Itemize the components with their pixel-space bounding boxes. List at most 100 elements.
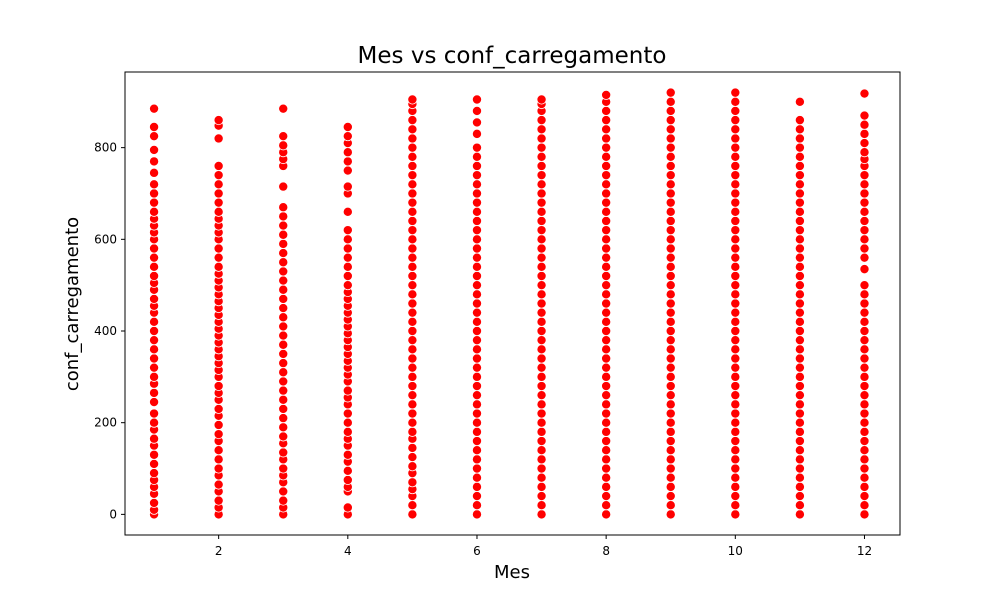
scatter-point xyxy=(471,463,482,474)
scatter-point xyxy=(342,280,353,291)
scatter-point xyxy=(859,138,870,149)
scatter-point xyxy=(407,316,418,327)
scatter-point xyxy=(665,197,676,208)
scatter-point xyxy=(665,381,676,392)
scatter-point xyxy=(342,147,353,158)
scatter-point xyxy=(794,335,805,346)
scatter-point xyxy=(794,142,805,153)
scatter-point xyxy=(471,170,482,181)
scatter-point xyxy=(149,103,160,114)
scatter-point xyxy=(407,390,418,401)
scatter-point xyxy=(536,298,547,309)
scatter-point xyxy=(278,284,289,295)
scatter-point xyxy=(342,270,353,281)
scatter-point xyxy=(342,131,353,142)
scatter-point xyxy=(601,115,612,126)
scatter-point xyxy=(536,326,547,337)
scatter-point xyxy=(407,234,418,245)
scatter-point xyxy=(859,362,870,373)
scatter-point xyxy=(278,229,289,240)
scatter-point xyxy=(859,371,870,382)
scatter-point xyxy=(794,243,805,254)
scatter-point xyxy=(471,298,482,309)
scatter-point xyxy=(665,115,676,126)
scatter-point xyxy=(794,454,805,465)
scatter-point xyxy=(278,220,289,231)
scatter-point xyxy=(859,463,870,474)
scatter-point xyxy=(730,335,741,346)
scatter-point xyxy=(149,252,160,263)
x-axis-label: Mes xyxy=(494,562,530,583)
scatter-point xyxy=(859,197,870,208)
scatter-point xyxy=(471,179,482,190)
scatter-point xyxy=(407,289,418,300)
scatter-point xyxy=(278,275,289,286)
scatter-point xyxy=(471,280,482,291)
scatter-point xyxy=(213,429,224,440)
scatter-point xyxy=(407,326,418,337)
scatter-point xyxy=(407,206,418,217)
data-markers xyxy=(149,87,870,520)
scatter-point xyxy=(536,94,547,105)
scatter-point xyxy=(149,122,160,133)
x-tick-label: 12 xyxy=(857,544,872,558)
scatter-point xyxy=(407,344,418,355)
scatter-point xyxy=(859,119,870,130)
scatter-point xyxy=(730,307,741,318)
scatter-point xyxy=(601,188,612,199)
scatter-point xyxy=(471,399,482,410)
scatter-point xyxy=(471,160,482,171)
scatter-point xyxy=(601,307,612,318)
scatter-point xyxy=(730,87,741,98)
scatter-point xyxy=(407,477,418,488)
scatter-point xyxy=(471,261,482,272)
scatter-point xyxy=(665,344,676,355)
scatter-point xyxy=(730,344,741,355)
scatter-point xyxy=(536,445,547,456)
scatter-point xyxy=(536,454,547,465)
y-tick-label: 400 xyxy=(94,324,117,338)
scatter-point xyxy=(859,445,870,456)
scatter-point xyxy=(794,509,805,520)
scatter-point xyxy=(342,243,353,254)
scatter-point xyxy=(407,142,418,153)
scatter-point xyxy=(407,399,418,410)
scatter-point xyxy=(342,474,353,485)
scatter-point xyxy=(342,417,353,428)
scatter-point xyxy=(213,381,224,392)
scatter-point xyxy=(794,124,805,135)
scatter-point xyxy=(471,188,482,199)
scatter-point xyxy=(730,426,741,437)
scatter-point xyxy=(407,133,418,144)
scatter-point xyxy=(794,270,805,281)
scatter-point xyxy=(407,243,418,254)
scatter-point xyxy=(601,215,612,226)
scatter-point xyxy=(471,445,482,456)
scatter-point xyxy=(149,131,160,142)
scatter-point xyxy=(278,140,289,151)
scatter-point xyxy=(859,280,870,291)
scatter-point xyxy=(149,144,160,155)
scatter-point xyxy=(859,353,870,364)
scatter-point xyxy=(407,381,418,392)
scatter-point xyxy=(665,500,676,511)
scatter-point xyxy=(213,133,224,144)
scatter-point xyxy=(149,468,160,479)
scatter-point xyxy=(342,502,353,513)
scatter-point xyxy=(794,197,805,208)
scatter-point xyxy=(665,87,676,98)
scatter-point xyxy=(536,344,547,355)
scatter-point xyxy=(471,362,482,373)
scatter-point xyxy=(665,316,676,327)
scatter-point xyxy=(859,326,870,337)
scatter-point xyxy=(794,353,805,364)
scatter-point xyxy=(601,417,612,428)
scatter-point xyxy=(278,495,289,506)
scatter-point xyxy=(536,142,547,153)
scatter-point xyxy=(536,179,547,190)
scatter-point xyxy=(213,179,224,190)
scatter-point xyxy=(730,509,741,520)
scatter-point xyxy=(730,270,741,281)
scatter-point xyxy=(794,500,805,511)
